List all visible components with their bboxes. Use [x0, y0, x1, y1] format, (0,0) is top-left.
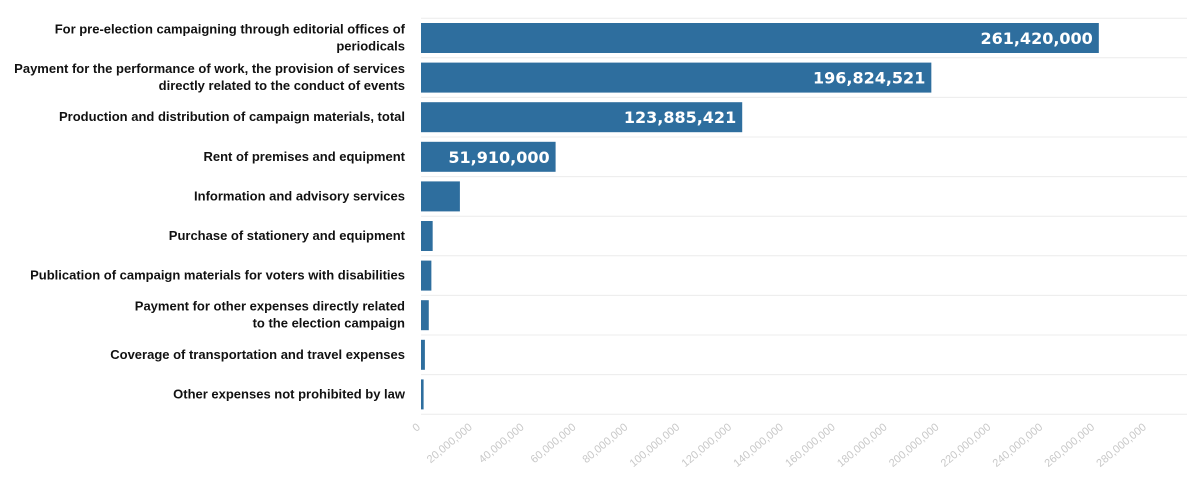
x-tick-label: 140,000,000: [731, 421, 786, 470]
value-label: 123,885,421: [624, 108, 736, 127]
x-tick-label: 40,000,000: [477, 421, 527, 466]
category-label: directly related to the conduct of event…: [159, 78, 405, 93]
value-label: 196,824,521: [813, 69, 925, 88]
category-label: periodicals: [336, 39, 405, 54]
x-tick-label: 80,000,000: [580, 421, 630, 466]
bar-8: [421, 339, 425, 370]
bar-5: [421, 221, 433, 251]
grid-lines: [421, 17, 1187, 415]
bars: [421, 23, 1099, 410]
category-label: Payment for other expenses directly rela…: [135, 299, 405, 314]
bar-2: [421, 102, 743, 133]
x-tick-label: 60,000,000: [529, 421, 579, 466]
category-label: Publication of campaign materials for vo…: [30, 268, 405, 283]
x-tick-label: 0: [411, 421, 423, 434]
category-label: Production and distribution of campaign …: [59, 109, 405, 124]
x-tick-label: 100,000,000: [628, 421, 683, 470]
category-label: to the election campaign: [253, 316, 405, 331]
x-axis-ticks: 0 20,000,000 40,000,000 60,000,000 80,000,00…: [411, 421, 1149, 470]
x-tick-label: 120,000,000: [679, 421, 734, 470]
value-label: 51,910,000: [448, 148, 549, 167]
x-tick-label: 240,000,000: [991, 421, 1046, 470]
x-tick-label: 20,000,000: [425, 421, 475, 466]
bar-4: [421, 181, 460, 212]
x-tick-label: 220,000,000: [939, 421, 994, 470]
bar-0: [421, 23, 1099, 53]
x-tick-label: 280,000,000: [1094, 421, 1149, 470]
x-tick-label: 260,000,000: [1042, 421, 1097, 470]
category-label: Purchase of stationery and equipment: [169, 228, 406, 243]
bar-6: [421, 260, 432, 291]
value-label: 261,420,000: [980, 29, 1092, 48]
bar-7: [421, 300, 429, 331]
bar-1: [421, 62, 932, 93]
category-label: Rent of premises and equipment: [203, 149, 405, 164]
bar-9: [421, 379, 424, 410]
x-tick-label: 160,000,000: [783, 421, 838, 470]
bar-3: [421, 141, 556, 172]
category-label: Payment for the performance of work, the…: [14, 61, 405, 76]
category-label: Other expenses not prohibited by law: [173, 386, 406, 401]
category-label: For pre-election campaigning through edi…: [55, 22, 406, 37]
category-labels: For pre-election campaigning through edi…: [14, 22, 406, 402]
x-tick-label: 200,000,000: [887, 421, 942, 470]
x-tick-label: 180,000,000: [835, 421, 890, 470]
value-labels: 261,420,000 196,824,521 123,885,421 51,910,…: [448, 29, 1092, 167]
category-label: Coverage of transportation and travel ex…: [110, 347, 405, 362]
category-label: Information and advisory services: [194, 188, 405, 203]
